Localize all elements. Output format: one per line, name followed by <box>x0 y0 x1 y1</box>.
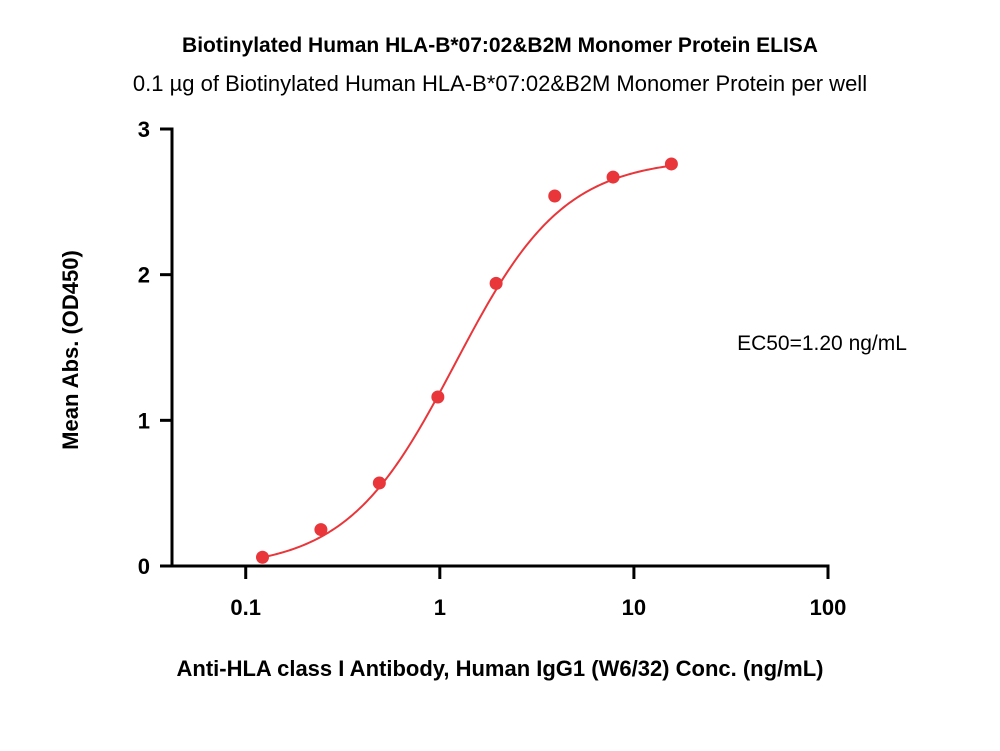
y-axis-label: Mean Abs. (OD450) <box>58 250 83 450</box>
fit-curve <box>262 164 672 559</box>
y-tick-label: 1 <box>138 408 150 433</box>
data-point <box>664 157 678 171</box>
x-tick-label: 0.1 <box>230 595 261 620</box>
data-point <box>606 170 620 184</box>
x-tick-label: 1 <box>434 595 446 620</box>
data-point <box>489 276 503 290</box>
ec50-annotation: EC50=1.20 ng/mL <box>737 332 907 355</box>
x-tick-label: 10 <box>622 595 646 620</box>
data-point <box>372 476 386 490</box>
chart-subtitle: 0.1 µg of Biotinylated Human HLA-B*07:02… <box>132 71 868 96</box>
axes: 0 1 2 3 0.1 1 10 100 <box>138 117 847 620</box>
data-point <box>314 523 328 537</box>
data-point <box>548 189 562 203</box>
y-tick-label: 2 <box>138 263 150 288</box>
x-tick-label: 100 <box>810 595 847 620</box>
data-point <box>255 550 269 564</box>
chart-title: Biotinylated Human HLA-B*07:02&B2M Monom… <box>182 34 818 57</box>
y-tick-label: 0 <box>138 554 150 579</box>
plot-area <box>255 157 678 564</box>
x-axis-label: Anti-HLA class I Antibody, Human IgG1 (W… <box>177 656 824 681</box>
data-point <box>431 390 445 404</box>
y-tick-label: 3 <box>138 117 150 142</box>
